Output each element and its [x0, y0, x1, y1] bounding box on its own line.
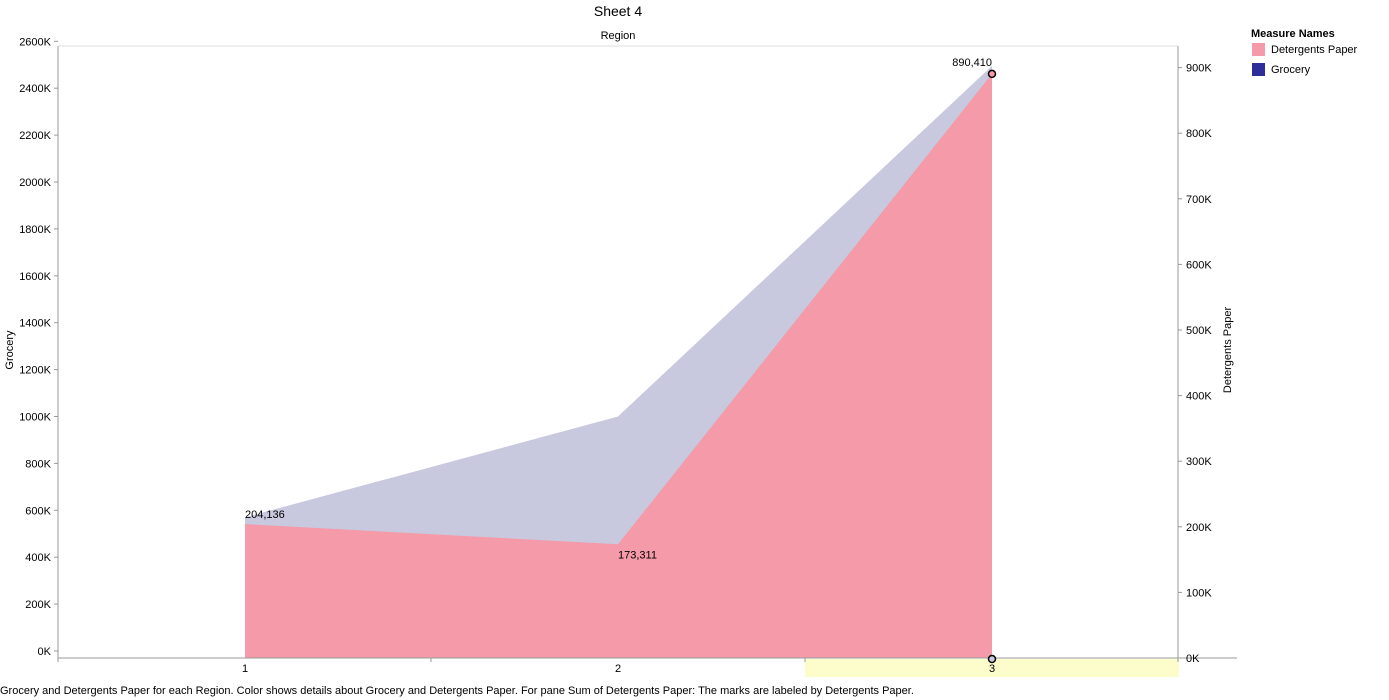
legend-swatch — [1252, 63, 1265, 76]
y-right-tick-label: 300K — [1186, 456, 1212, 468]
y-right-tick-label: 500K — [1186, 325, 1212, 337]
legend-swatch — [1252, 43, 1265, 56]
x-axis-ticks: 1 2 3 — [57, 658, 1179, 675]
y-right-tick-label: 900K — [1186, 63, 1212, 75]
y-left-tick-label: 2600K — [19, 36, 51, 48]
left-axis-ticks: 0K 200K 400K 600K 800K 1000K 1200K 1400K 1600K 18… — [19, 36, 58, 658]
y-right-tick-label: 400K — [1186, 391, 1212, 403]
y-left-tick-label: 1400K — [19, 318, 51, 330]
detergents-paper-data-label: 890,410 — [952, 57, 992, 69]
legend-item-label: Detergents Paper — [1271, 44, 1358, 56]
axes — [57, 45, 1237, 659]
legend-items: Detergents Paper Grocery — [1252, 43, 1358, 76]
legend-item-label: Grocery — [1271, 64, 1311, 76]
y-left-tick-label: 2400K — [19, 83, 51, 95]
mark-layer: 204,136 173,311 890,410 — [245, 57, 997, 664]
y-left-tick-label: 1000K — [19, 412, 51, 424]
y-right-tick-label: 0K — [1186, 653, 1200, 665]
y-left-tick-label: 600K — [25, 505, 51, 517]
y-right-tick-label: 200K — [1186, 522, 1212, 534]
y-right-tick-label: 100K — [1186, 587, 1212, 599]
x-tick-label: 3 — [989, 663, 995, 675]
y-left-tick-label: 2000K — [19, 177, 51, 189]
right-axis-ticks: 0K 100K 200K 300K 400K 500K 600K 700K 800K 900K — [1178, 63, 1212, 665]
y-left-tick-label: 1600K — [19, 271, 51, 283]
y-right-tick-label: 800K — [1186, 128, 1212, 140]
y-left-tick-label: 200K — [25, 599, 51, 611]
y-left-tick-label: 800K — [25, 458, 51, 470]
y-left-tick-label: 1200K — [19, 365, 51, 377]
caption: Grocery and Detergents Paper for each Re… — [0, 685, 914, 697]
y-left-tick-label: 2200K — [19, 130, 51, 142]
y-left-tick-label: 400K — [25, 552, 51, 564]
y-axis-right-title: Detergents Paper — [1222, 307, 1234, 394]
legend: Measure Names Detergents Paper Grocery — [1251, 28, 1358, 76]
y-right-tick-label: 700K — [1186, 194, 1212, 206]
x-tick-label: 1 — [242, 663, 248, 675]
x-tick-label: 2 — [615, 663, 621, 675]
sheet-title: Sheet 4 — [594, 3, 642, 19]
grocery-point-3 — [987, 654, 997, 664]
detergents-paper-data-label: 204,136 — [245, 509, 285, 521]
legend-title: Measure Names — [1251, 28, 1335, 40]
y-axis-left-title: Grocery — [4, 330, 16, 370]
y-right-tick-label: 600K — [1186, 259, 1212, 271]
y-left-tick-label: 0K — [38, 646, 52, 658]
detergents-paper-data-label: 173,311 — [618, 549, 657, 561]
detergents-paper-area — [245, 73, 992, 658]
highlight-band-region-3 — [805, 659, 1179, 677]
x-axis-title: Region — [601, 30, 636, 42]
y-left-tick-label: 1800K — [19, 224, 51, 236]
detergents-paper-point-3 — [987, 69, 997, 79]
area-layer — [245, 65, 992, 658]
